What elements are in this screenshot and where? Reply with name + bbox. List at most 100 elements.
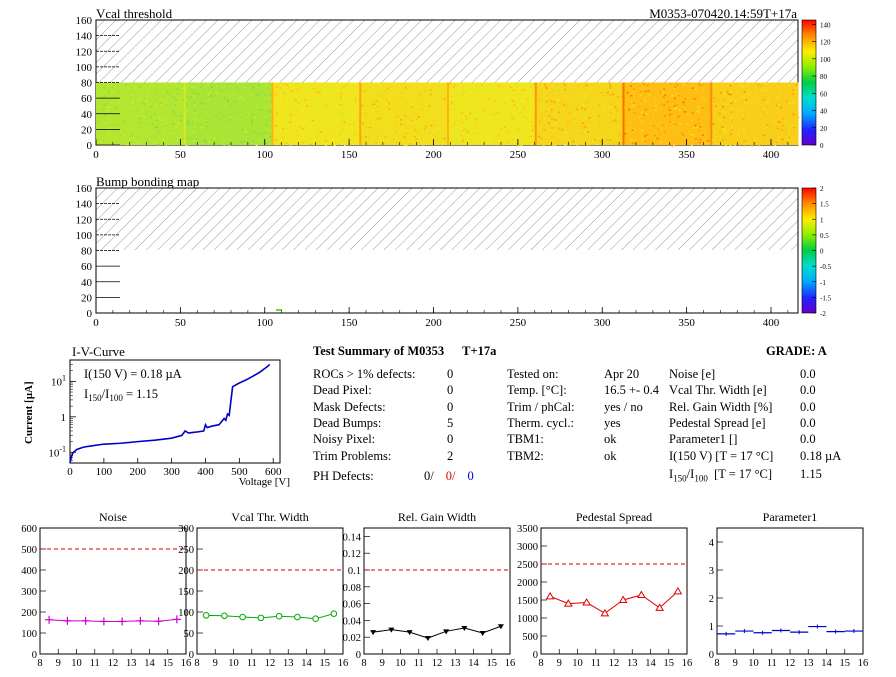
pixel-speck [664, 94, 667, 97]
pixel-speck [358, 83, 361, 85]
scale-tick-label: 20 [820, 125, 828, 133]
pixel-speck [253, 116, 256, 119]
pixel-speck [645, 113, 648, 115]
pixel-speck [185, 132, 188, 134]
data-point [637, 590, 646, 598]
pixel-speck [778, 121, 781, 124]
pixel-speck [176, 88, 179, 91]
pixel-speck [586, 107, 589, 109]
pixel-speck [466, 126, 469, 129]
pixel-speck [136, 92, 139, 94]
pixel-speck [522, 125, 525, 128]
pixel-speck [147, 90, 150, 93]
pixel-speck [484, 86, 487, 89]
pixel-speck [273, 143, 276, 145]
pixel-speck [303, 128, 306, 130]
pixel-speck [717, 104, 720, 106]
pixel-speck [616, 102, 619, 105]
pixel-speck [558, 90, 561, 92]
pixel-speck [695, 129, 698, 132]
pixel-speck [596, 97, 599, 100]
grade-label: GRADE: [766, 344, 816, 358]
pixel-speck [145, 100, 148, 103]
y-tick-label: 0.04 [343, 616, 362, 627]
pixel-speck [423, 128, 426, 130]
x-tick-label: 8 [37, 658, 42, 669]
pixel-speck [371, 130, 374, 133]
pixel-speck [682, 84, 685, 86]
pixel-speck [388, 108, 391, 110]
pixel-speck [508, 124, 511, 126]
summary-tag: T+17a [462, 344, 497, 358]
pixel-speck [614, 106, 617, 108]
pixel-speck [509, 86, 512, 89]
x-tick-label: 13 [803, 658, 814, 669]
y-tick-label: 20 [81, 124, 93, 136]
pixel-speck [311, 83, 314, 86]
pixel-speck [747, 111, 750, 113]
pixel-speck [589, 87, 592, 90]
data-point [497, 624, 504, 630]
pixel-speck [574, 140, 577, 142]
pixel-speck [701, 84, 704, 86]
pixel-speck [751, 122, 754, 124]
pixel-speck [224, 92, 227, 94]
pixel-speck [238, 97, 241, 99]
pixel-speck [433, 130, 436, 132]
pixel-speck [789, 102, 792, 105]
pixel-speck [473, 127, 476, 129]
pixel-speck [600, 90, 603, 92]
pixel-speck [626, 91, 629, 94]
pixel-speck [373, 103, 376, 106]
pixel-speck [480, 123, 483, 125]
pixel-speck [379, 117, 382, 120]
pixel-speck [96, 104, 99, 107]
y-tick-label: 100 [76, 230, 93, 242]
pixel-speck [641, 138, 644, 140]
defect-label: Trim Problems: [313, 448, 392, 463]
pixel-speck [244, 108, 247, 111]
pixel-speck [434, 87, 437, 90]
pixel-speck [200, 102, 203, 104]
pixel-speck [720, 115, 723, 118]
pixel-speck [475, 127, 478, 130]
pixel-speck [587, 131, 590, 133]
pixel-speck [120, 104, 123, 107]
scale-tick-label: 0 [820, 142, 824, 150]
pixel-speck [393, 138, 396, 141]
pixel-speck [265, 84, 268, 87]
pixel-speck [401, 92, 404, 94]
pixel-speck [245, 117, 248, 119]
pixel-speck [479, 89, 482, 92]
pixel-speck [283, 95, 286, 97]
pixel-speck [443, 138, 446, 141]
ratio-label: I150/I100 [T = 17 °C] [669, 467, 772, 484]
data-point [479, 631, 486, 636]
pixel-speck [221, 141, 224, 144]
pixel-speck [721, 139, 724, 142]
pixel-speck [229, 118, 232, 121]
pixel-speck [294, 88, 297, 90]
pixel-speck [296, 89, 299, 91]
pixel-speck [797, 116, 800, 119]
pixel-speck [125, 84, 128, 86]
x-tick-label: 10 [748, 658, 759, 669]
pixel-speck [412, 138, 415, 140]
defect-value: 0 [447, 399, 454, 414]
pixel-speck [173, 111, 176, 114]
pixel-speck [452, 85, 455, 87]
pixel-speck [285, 88, 288, 90]
pixel-speck [612, 130, 615, 132]
pixel-speck [408, 87, 411, 89]
pixel-speck [697, 122, 700, 125]
condition-value: ok [604, 448, 617, 463]
pixel-speck [171, 110, 174, 112]
pixel-speck [697, 106, 700, 108]
pixel-speck [328, 97, 331, 100]
pixel-speck [158, 122, 161, 124]
pixel-speck [663, 130, 666, 133]
pixel-speck [207, 98, 210, 101]
pixel-speck [682, 101, 685, 103]
parameter-label: Rel. Gain Width [%] [669, 399, 773, 414]
pixel-speck [640, 120, 643, 123]
